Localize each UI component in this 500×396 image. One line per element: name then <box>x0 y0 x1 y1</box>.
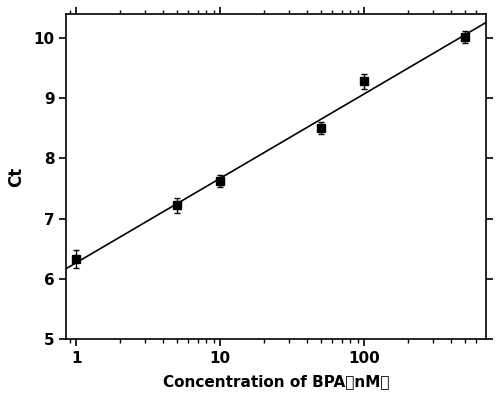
Y-axis label: Ct: Ct <box>7 166 25 187</box>
X-axis label: Concentration of BPA（nM）: Concentration of BPA（nM） <box>163 374 390 389</box>
